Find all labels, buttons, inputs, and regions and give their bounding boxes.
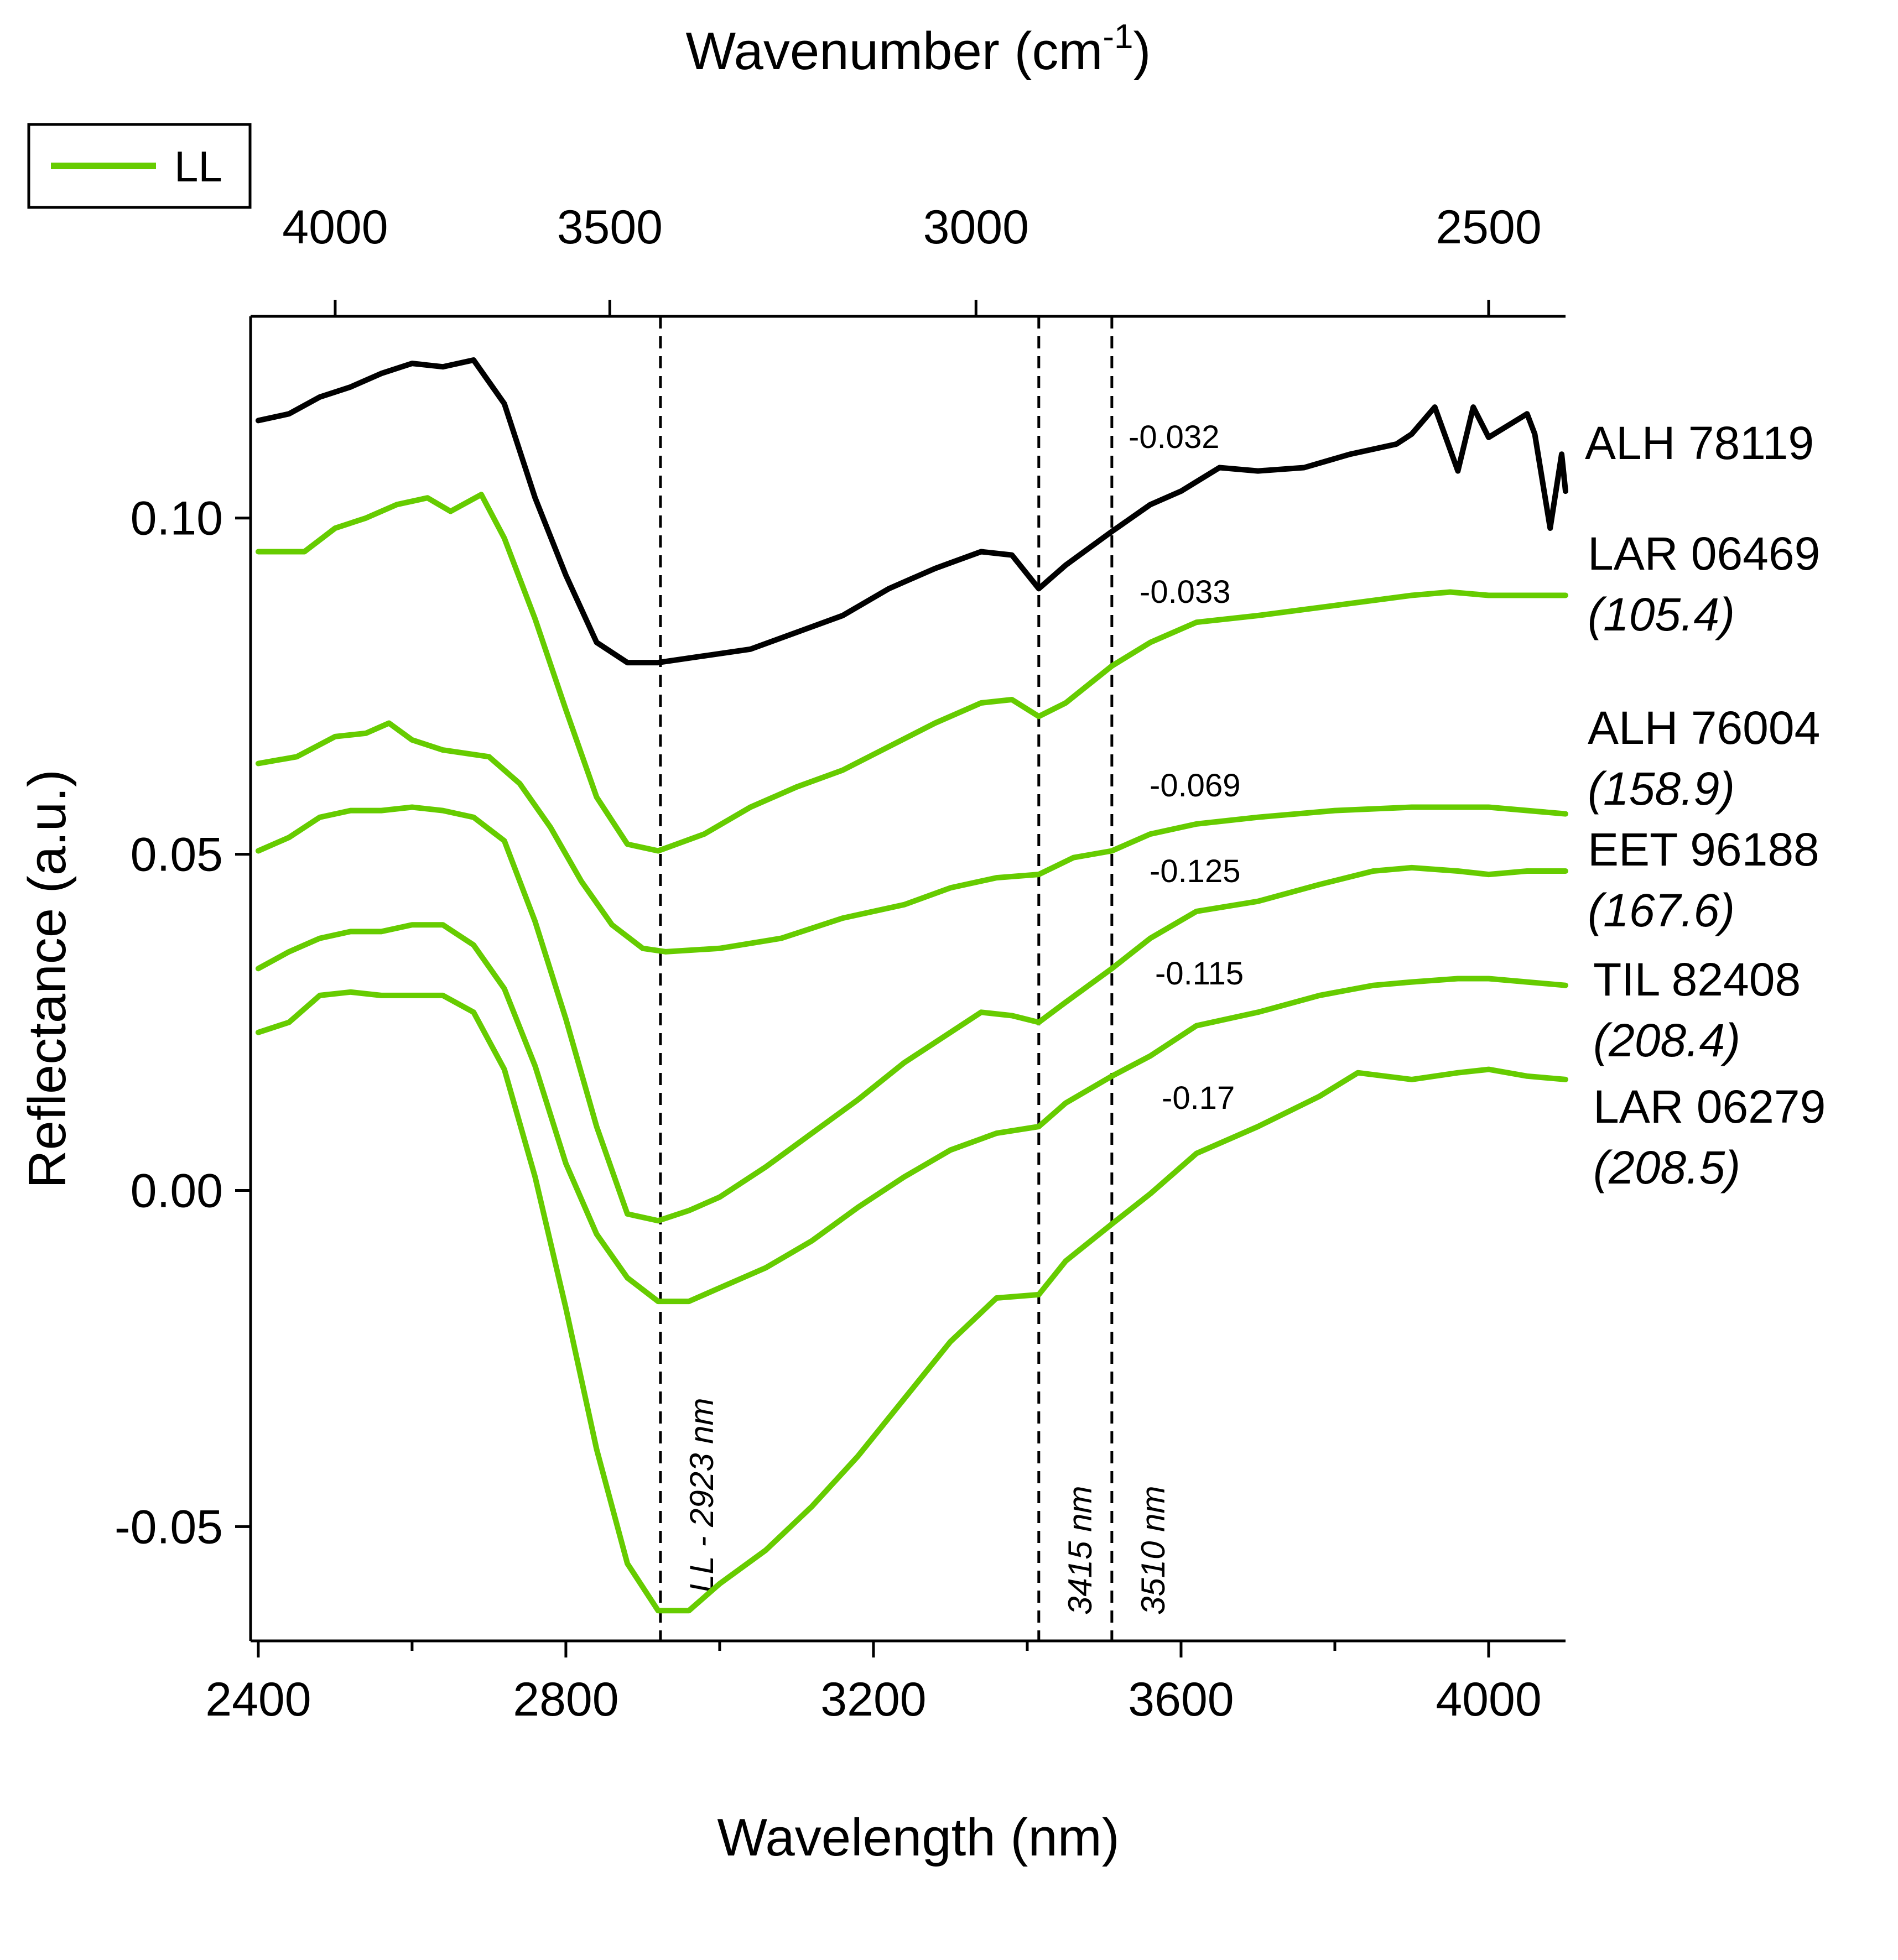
series-labels: ALH 78119 LAR 06469 (105.4) ALH 76004 (158.9… xyxy=(1585,417,1826,1193)
series-subtitle: (208.4) xyxy=(1593,1014,1740,1066)
series-label: ALH 76004 xyxy=(1588,702,1820,754)
series-label: LAR 06279 xyxy=(1593,1081,1826,1133)
legend: LL xyxy=(27,123,252,209)
legend-label: LL xyxy=(174,142,222,191)
y-tick-label: 0.05 xyxy=(131,828,223,882)
wavenumber-axis-title-sup: -1 xyxy=(1103,18,1133,56)
wavenumber-axis-title-main: Wavenumber (cm xyxy=(685,22,1103,81)
wavenumber-tick-label: 3500 xyxy=(557,201,663,254)
y-tick-label: 0.10 xyxy=(131,492,223,545)
band-value: -0.115 xyxy=(1155,956,1244,992)
x-tick-label: 3600 xyxy=(1128,1673,1234,1726)
series-subtitle: (208.5) xyxy=(1593,1141,1740,1193)
x-tick-label: 3200 xyxy=(820,1673,926,1726)
band-values: -0.032 -0.033 -0.069 -0.125 -0.115 -0.17 xyxy=(1129,419,1244,1116)
series-label: ALH 78119 xyxy=(1585,417,1814,469)
series-label: LAR 06469 xyxy=(1588,528,1820,580)
series-subtitle: (158.9) xyxy=(1588,763,1735,815)
y-tick-label: -0.05 xyxy=(115,1500,223,1554)
y-tick-label: 0.00 xyxy=(131,1164,223,1217)
reference-line-label: 3510 nm xyxy=(1135,1486,1172,1615)
x-tick-label: 4000 xyxy=(1436,1673,1541,1726)
series-line xyxy=(255,720,1568,955)
wavenumber-tick-label: 3000 xyxy=(923,201,1029,254)
band-value: -0.125 xyxy=(1150,853,1240,889)
reference-line-label: LL - 2923 nm xyxy=(683,1398,720,1593)
band-value: -0.033 xyxy=(1140,574,1230,610)
series-label: EET 96188 xyxy=(1588,823,1819,875)
band-value: -0.069 xyxy=(1150,768,1240,804)
y-axis-title: Reflectance (a.u.) xyxy=(18,769,77,1188)
band-value: -0.032 xyxy=(1129,419,1219,455)
wavenumber-axis-title: Wavenumber (cm-1) xyxy=(685,18,1151,81)
wavenumber-tick-label: 2500 xyxy=(1436,201,1541,254)
wavenumber-axis-ticks: 4000 3500 3000 2500 xyxy=(282,201,1542,316)
series-line xyxy=(255,922,1568,1305)
band-value: -0.17 xyxy=(1162,1080,1235,1116)
axes xyxy=(249,315,1566,1643)
y-axis-ticks: -0.05 0.00 0.05 0.10 xyxy=(115,492,251,1554)
series-line xyxy=(255,804,1568,1224)
series-subtitle: (167.6) xyxy=(1588,884,1735,936)
series-line xyxy=(255,492,1568,854)
series-line xyxy=(255,357,1568,666)
wavenumber-tick-label: 4000 xyxy=(282,201,388,254)
reference-line-label: 3415 nm xyxy=(1062,1486,1099,1615)
series-group xyxy=(255,357,1568,1614)
reference-lines: LL - 2923 nm 3415 nm 3510 nm xyxy=(659,316,1172,1641)
x-axis-ticks: 2400 2800 3200 3600 4000 xyxy=(205,1641,1542,1726)
x-tick-label: 2800 xyxy=(513,1673,618,1726)
series-line xyxy=(255,989,1568,1614)
series-label: TIL 82408 xyxy=(1593,953,1801,1005)
x-tick-label: 2400 xyxy=(205,1673,311,1726)
series-subtitle: (105.4) xyxy=(1588,588,1735,640)
wavenumber-axis-title-end: ) xyxy=(1133,22,1151,81)
x-axis-title: Wavelength (nm) xyxy=(717,1808,1119,1867)
